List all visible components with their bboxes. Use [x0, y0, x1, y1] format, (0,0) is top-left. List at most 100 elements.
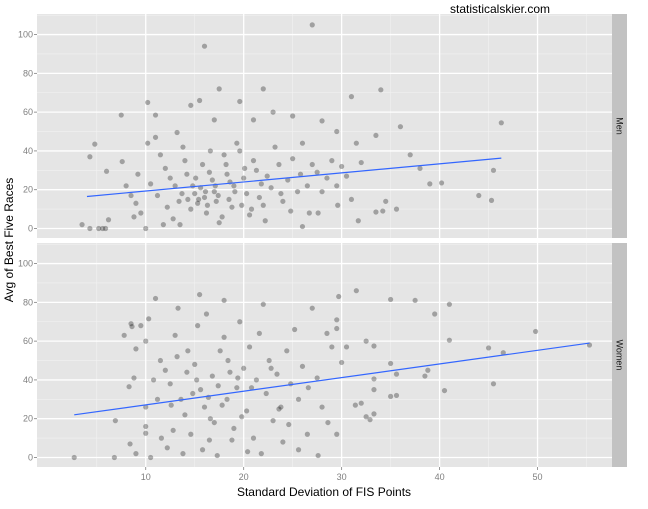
panel-men: 0 20 40 60 80 100 Men: [18, 14, 627, 238]
data-point: [209, 373, 215, 379]
data-point: [250, 435, 257, 441]
data-point: [262, 218, 268, 224]
data-point: [174, 354, 180, 360]
data-point: [219, 402, 225, 408]
data-point: [217, 348, 223, 354]
data-point: [195, 200, 201, 206]
data-point: [196, 196, 202, 203]
data-point: [239, 414, 245, 420]
data-point: [211, 117, 217, 123]
data-point: [278, 404, 284, 410]
data-point: [224, 396, 230, 402]
data-point: [383, 198, 389, 204]
data-point: [231, 425, 237, 432]
x-axis-title: Standard Deviation of FIS Points: [237, 485, 411, 499]
data-point: [202, 189, 209, 195]
y-tick-label: 80: [23, 68, 33, 78]
y-tick-label: 40: [23, 375, 33, 385]
data-point: [162, 367, 168, 373]
data-point: [272, 144, 278, 150]
y-tick-label: 40: [23, 146, 33, 156]
data-point: [143, 430, 149, 436]
data-point: [244, 408, 250, 414]
data-point: [201, 194, 208, 201]
data-point: [256, 194, 262, 201]
data-point: [203, 210, 210, 216]
data-point: [164, 445, 170, 451]
data-point: [268, 185, 274, 191]
data-point: [335, 202, 341, 208]
data-point: [315, 452, 321, 459]
data-point: [143, 404, 149, 410]
data-point: [201, 43, 208, 49]
data-point: [295, 396, 302, 402]
data-point: [348, 94, 355, 100]
data-point: [87, 225, 93, 232]
data-point: [216, 86, 222, 92]
data-point: [157, 357, 164, 364]
data-point: [239, 202, 245, 208]
data-point: [286, 421, 292, 428]
data-point: [213, 198, 219, 204]
data-point: [209, 177, 215, 183]
data-point: [179, 190, 185, 197]
data-point: [197, 291, 203, 298]
data-point: [234, 140, 240, 146]
data-point: [309, 305, 315, 311]
data-point: [393, 392, 400, 399]
data-point: [280, 439, 286, 445]
data-point: [288, 208, 294, 214]
data-point: [225, 357, 231, 364]
data-point: [388, 393, 394, 400]
data-point: [135, 171, 141, 177]
watermark: statisticalskier.com: [450, 2, 550, 16]
data-point: [476, 192, 482, 199]
data-point: [197, 387, 204, 393]
data-point: [438, 180, 445, 186]
data-point: [188, 431, 194, 437]
data-point: [253, 167, 260, 173]
data-point: [278, 190, 284, 197]
data-point: [393, 371, 400, 377]
data-point: [299, 140, 306, 146]
data-point: [184, 369, 190, 375]
data-point: [388, 296, 394, 303]
data-point: [329, 344, 335, 350]
data-point: [92, 141, 98, 147]
data-point: [197, 97, 203, 104]
data-point: [131, 375, 137, 381]
data-point: [373, 132, 379, 139]
data-point: [211, 419, 217, 426]
data-point: [237, 319, 243, 325]
x-axis: 10 20 30 40 50: [141, 467, 543, 482]
data-point: [248, 385, 255, 391]
data-point: [188, 206, 194, 212]
data-point: [167, 175, 173, 181]
data-point: [285, 177, 291, 183]
data-point: [79, 222, 85, 228]
data-point: [199, 447, 206, 453]
data-point: [192, 361, 198, 368]
y-axis-title: Avg of Best Five Races: [2, 178, 16, 303]
data-point: [229, 437, 235, 443]
data-point: [148, 181, 154, 187]
data-point: [363, 338, 369, 344]
data-point: [274, 371, 280, 377]
data-point: [339, 359, 345, 366]
data-point: [334, 325, 340, 332]
data-point: [367, 417, 373, 423]
data-point: [207, 148, 213, 154]
data-point: [119, 158, 125, 165]
data-point: [133, 346, 139, 352]
data-point: [371, 387, 377, 393]
data-point: [352, 402, 358, 408]
data-point: [276, 406, 282, 412]
data-point: [175, 305, 181, 311]
data-point: [256, 330, 262, 336]
data-point: [325, 419, 331, 426]
data-point: [138, 210, 144, 216]
data-point: [412, 297, 418, 304]
data-point: [441, 387, 448, 394]
data-point: [168, 402, 174, 408]
data-point: [248, 206, 255, 212]
